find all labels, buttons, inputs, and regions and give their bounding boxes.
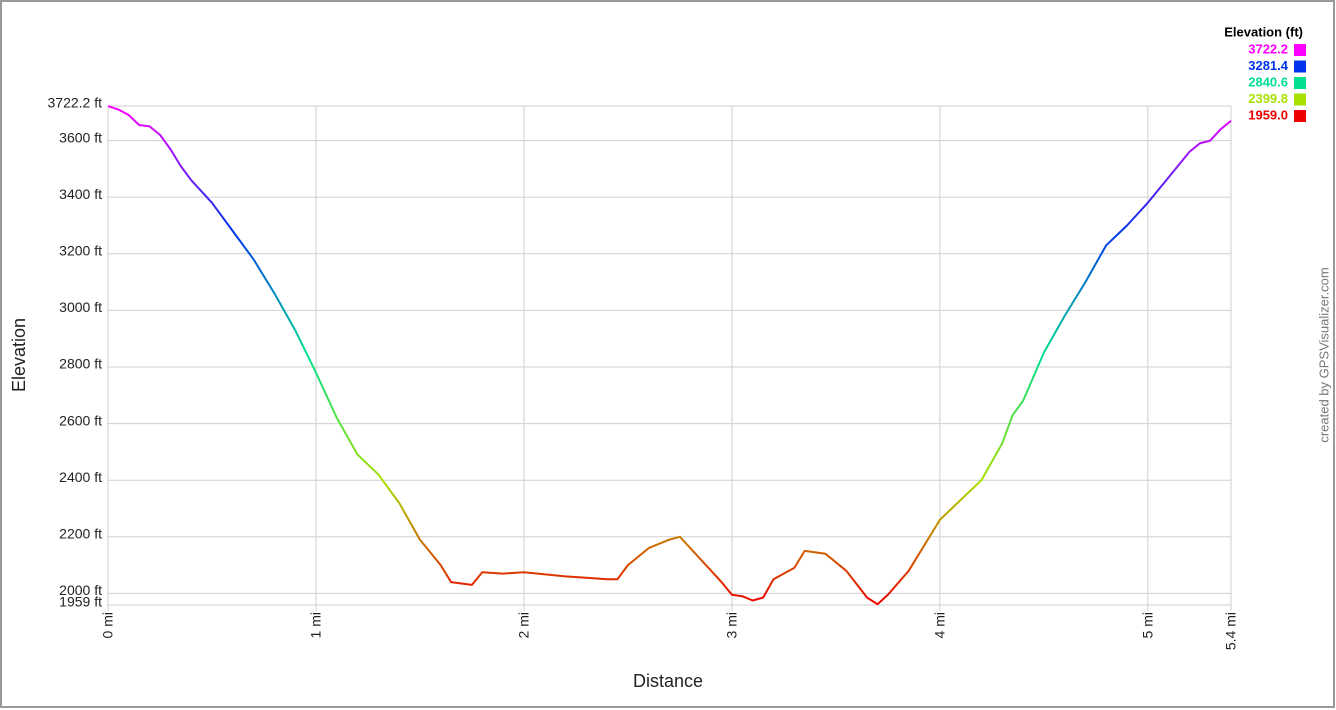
y-tick-label: 2400 ft: [59, 469, 102, 485]
x-tick-label: 4 mi: [932, 612, 948, 638]
legend-swatch: [1294, 60, 1306, 73]
legend-label: 3722.2: [1248, 41, 1288, 56]
legend-label: 2840.6: [1248, 74, 1288, 89]
y-tick-label: 2000 ft: [59, 582, 102, 598]
y-tick-label: 2800 ft: [59, 356, 102, 372]
x-tick-label: 2 mi: [516, 612, 532, 638]
legend-swatch: [1294, 93, 1306, 106]
watermark: created by GPSVisualizer.com: [1316, 267, 1331, 442]
x-tick-label: 5 mi: [1140, 612, 1156, 638]
y-tick-label: 2200 ft: [59, 525, 102, 541]
x-tick-label: 0 mi: [100, 612, 116, 638]
y-tick-label: 3000 ft: [59, 299, 102, 315]
legend-title: Elevation (ft): [1224, 24, 1303, 39]
legend-swatch: [1294, 77, 1306, 89]
x-axis-label: Distance: [633, 671, 703, 691]
y-tick-label: 3200 ft: [59, 242, 102, 258]
legend-swatch: [1294, 44, 1306, 56]
legend-swatch: [1294, 110, 1306, 122]
elevation-line: [107, 105, 1232, 606]
y-axis-label: Elevation: [9, 318, 29, 392]
y-tick-label: 3600 ft: [59, 129, 102, 145]
x-tick-label: 3 mi: [724, 612, 740, 638]
y-tick-label: 3722.2 ft: [48, 95, 103, 111]
y-tick-label: 1959 ft: [59, 594, 102, 610]
x-tick-label: 1 mi: [308, 612, 324, 638]
y-tick-label: 2600 ft: [59, 412, 102, 428]
y-tick-label: 3400 ft: [59, 186, 102, 202]
legend-label: 3281.4: [1248, 58, 1289, 73]
legend-label: 1959.0: [1248, 107, 1288, 122]
x-tick-label: 5.4 mi: [1223, 612, 1239, 650]
legend-label: 2399.8: [1248, 91, 1288, 106]
